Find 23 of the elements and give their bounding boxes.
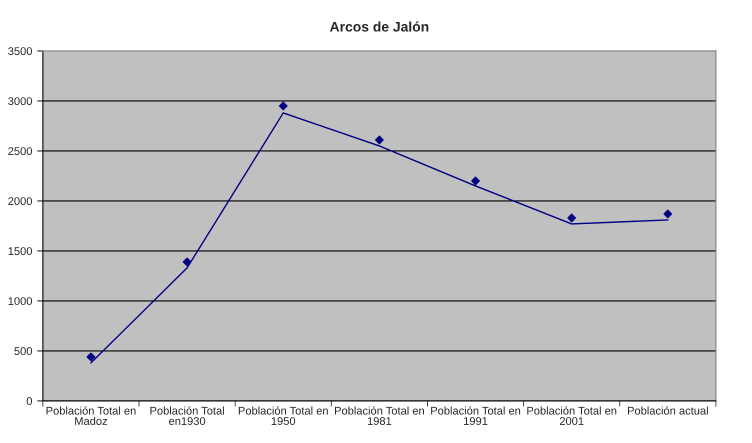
x-tick-label: Población Total en 2001 <box>527 406 616 425</box>
chart-title: Arcos de Jalón <box>330 21 428 32</box>
x-tick-label: Población Total en 1991 <box>431 406 520 425</box>
point <box>278 102 288 110</box>
y-tick-label: 1000 <box>8 297 32 306</box>
y-tick-label: 2500 <box>8 147 32 156</box>
x-tick-label: Población Total en1930 <box>150 406 224 425</box>
point <box>663 210 672 218</box>
point <box>182 258 192 266</box>
y-tick-label: 2000 <box>8 197 32 206</box>
x-tick-label: Población actual <box>628 406 708 415</box>
point <box>86 352 96 362</box>
point <box>375 136 384 144</box>
y-tick-label: 3000 <box>8 97 32 106</box>
x-tick-label: Población Total en 1981 <box>334 406 424 425</box>
point <box>471 176 480 186</box>
x-tick-label: Población Total en 1950 <box>238 406 328 425</box>
y-tick-label: 3500 <box>8 47 32 56</box>
point <box>567 214 576 222</box>
y-tick-label: 500 <box>14 347 32 356</box>
y-tick-label: 1500 <box>8 247 32 256</box>
y-tick-label: 0 <box>26 397 32 406</box>
x-tick-label: Población Total en Madoz <box>46 406 136 425</box>
